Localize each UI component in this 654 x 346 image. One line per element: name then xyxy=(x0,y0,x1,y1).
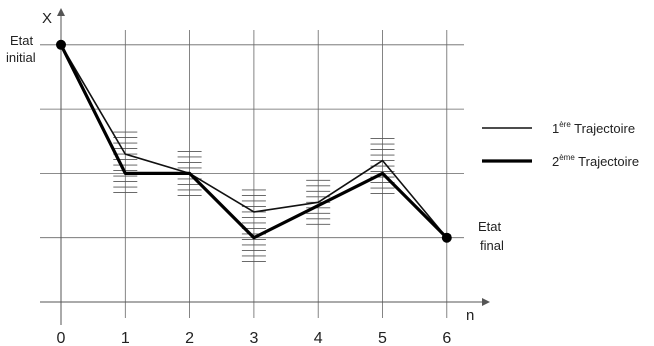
y-axis-arrow xyxy=(57,8,65,16)
x-axis-arrow xyxy=(482,298,490,306)
series-lines xyxy=(59,44,448,240)
end-label-line1: Etat xyxy=(478,219,502,234)
start-label-line1: Etat xyxy=(10,33,34,48)
legend: 1ère Trajectoire 2ème Trajectoire xyxy=(482,120,639,169)
endpoints xyxy=(56,39,452,243)
start-point xyxy=(56,39,66,50)
uncertainty-marks xyxy=(113,131,395,262)
x-tick-label: 2 xyxy=(185,330,194,346)
axes: X n xyxy=(40,8,490,325)
y-axis-label: X xyxy=(42,10,52,27)
end-label-line2: final xyxy=(480,238,504,253)
x-axis-label: n xyxy=(466,307,474,324)
annotations: Etat initial Etat final xyxy=(6,33,504,253)
x-tick-labels: 0 1 2 3 4 5 6 xyxy=(57,330,452,346)
legend-label-1: 1ère Trajectoire xyxy=(552,120,635,136)
end-point xyxy=(441,232,452,243)
x-tick-label: 6 xyxy=(442,330,451,346)
series-line-1 xyxy=(60,44,448,239)
x-tick-label: 3 xyxy=(249,330,258,346)
grid xyxy=(40,30,464,318)
legend-label-2: 2ème Trajectoire xyxy=(552,153,639,169)
x-tick-label: 4 xyxy=(314,330,323,346)
x-tick-label: 5 xyxy=(378,330,387,346)
x-tick-label: 0 xyxy=(57,330,66,346)
x-tick-label: 1 xyxy=(121,330,130,346)
series-line-2 xyxy=(59,44,448,240)
start-label-line2: initial xyxy=(6,50,36,65)
